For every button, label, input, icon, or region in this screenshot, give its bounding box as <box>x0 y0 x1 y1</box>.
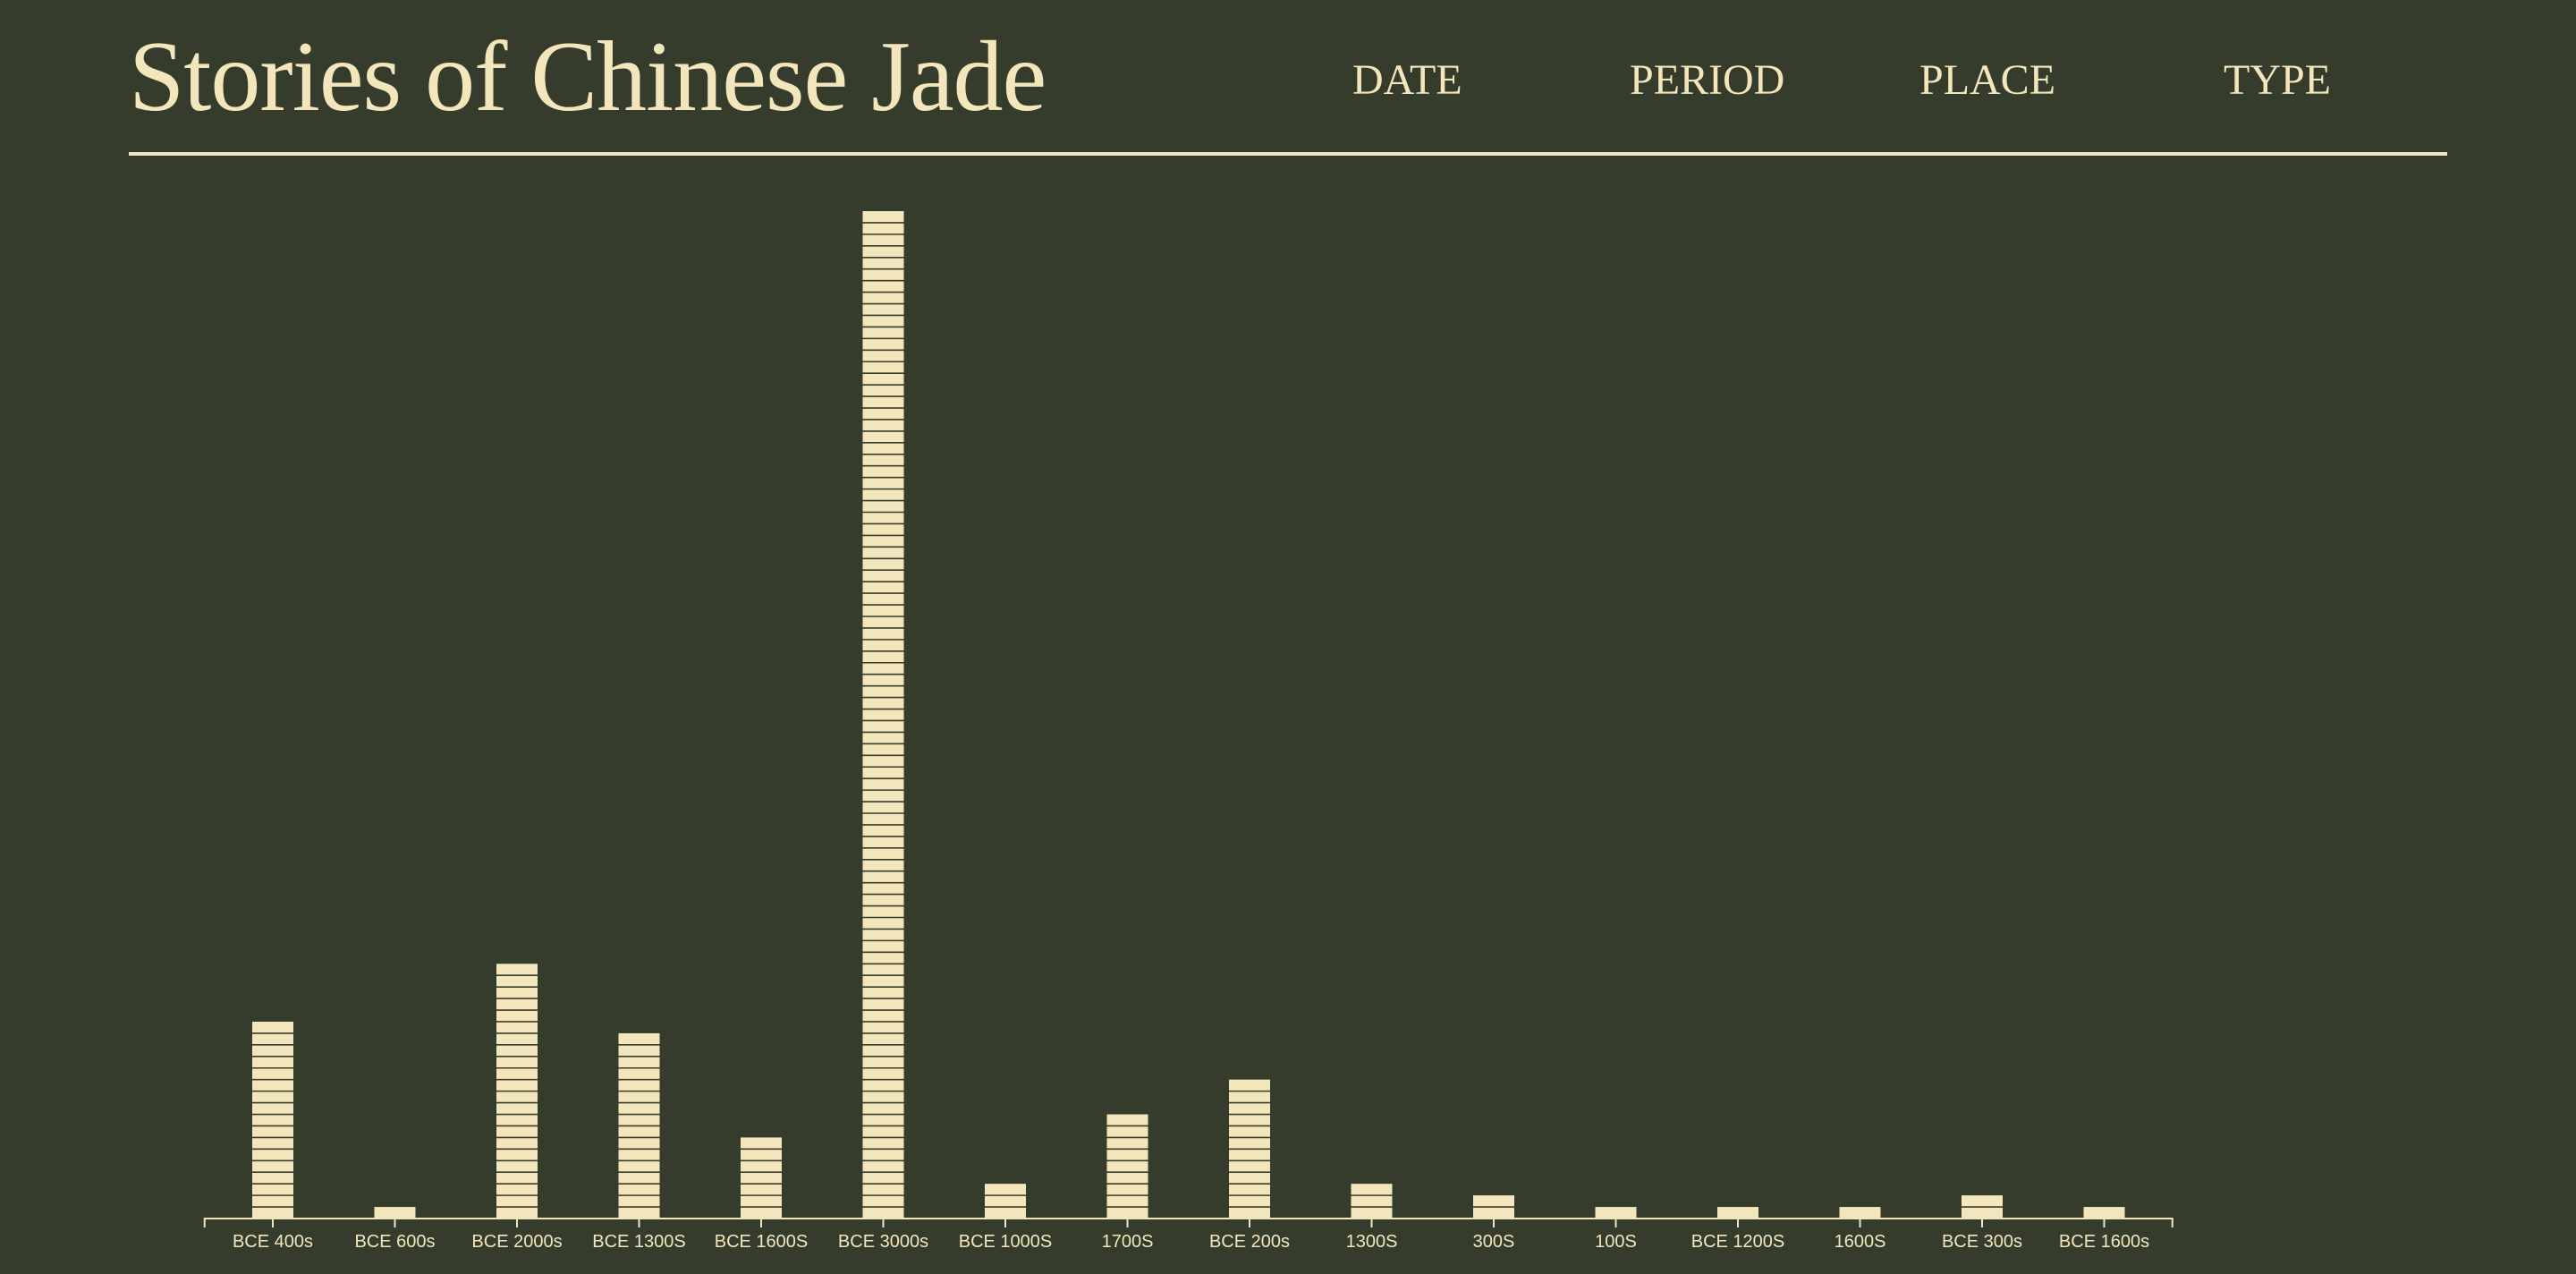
bar-body <box>1717 1207 1758 1219</box>
x-axis: BCE 400s BCE 600s BCE 2000s BCE 1300S BCE 16… <box>203 1218 2174 1252</box>
bar-body <box>862 211 904 1219</box>
bar-body <box>741 1137 782 1219</box>
bar[interactable] <box>2083 1207 2125 1219</box>
x-tick-label: 1600S <box>1835 1232 1886 1252</box>
bar-body <box>374 1207 416 1219</box>
bar[interactable] <box>1962 1195 2003 1219</box>
nav-type-link[interactable]: TYPE <box>2224 56 2331 104</box>
x-tick-label: BCE 400s <box>233 1232 313 1252</box>
header-divider <box>129 152 2447 156</box>
bar[interactable] <box>985 1184 1026 1219</box>
bar[interactable] <box>862 211 904 1219</box>
bars-group <box>252 211 2125 1219</box>
bar[interactable] <box>496 964 538 1219</box>
bar-body <box>985 1184 1026 1219</box>
bar-body <box>1106 1114 1148 1219</box>
bar[interactable] <box>252 1021 293 1219</box>
page-title: Stories of Chinese Jade <box>129 21 1046 132</box>
x-tick-label: BCE 1600S <box>715 1232 809 1252</box>
x-tick-label: 1700S <box>1102 1232 1154 1252</box>
nav-date-link[interactable]: DATE <box>1352 56 1462 104</box>
bar[interactable] <box>1839 1207 1881 1219</box>
x-tick-label: BCE 1200S <box>1691 1232 1785 1252</box>
x-tick-label: BCE 3000s <box>838 1232 928 1252</box>
x-tick-label: BCE 1000S <box>959 1232 1053 1252</box>
bar[interactable] <box>1229 1079 1270 1219</box>
nav-period-link[interactable]: PERIOD <box>1630 56 1785 104</box>
x-tick-label: BCE 600s <box>354 1232 435 1252</box>
x-tick-label: BCE 1600s <box>2059 1232 2149 1252</box>
bar[interactable] <box>1473 1195 1514 1219</box>
bar[interactable] <box>1595 1207 1637 1219</box>
bar-body <box>1595 1207 1637 1219</box>
bar-body <box>1351 1184 1393 1219</box>
x-tick-label: 300S <box>1473 1232 1515 1252</box>
bar[interactable] <box>618 1032 660 1219</box>
x-tick-label: BCE 2000s <box>471 1232 562 1252</box>
nav-place-link[interactable]: PLACE <box>1919 56 2056 104</box>
bar-body <box>2083 1207 2125 1219</box>
x-tick-label: 1300S <box>1346 1232 1398 1252</box>
x-tick-label: BCE 200s <box>1209 1232 1290 1252</box>
x-axis-line <box>203 1218 2174 1227</box>
x-tick-label: 100S <box>1595 1232 1637 1252</box>
bar[interactable] <box>1717 1207 1758 1219</box>
bar-body <box>1839 1207 1881 1219</box>
x-tick-label: BCE 1300S <box>592 1232 686 1252</box>
bar[interactable] <box>1106 1114 1148 1219</box>
bar[interactable] <box>741 1137 782 1219</box>
bar[interactable] <box>374 1207 416 1219</box>
bar[interactable] <box>1351 1184 1393 1219</box>
bar-body <box>252 1021 293 1219</box>
x-tick-label: BCE 300s <box>1942 1232 2022 1252</box>
